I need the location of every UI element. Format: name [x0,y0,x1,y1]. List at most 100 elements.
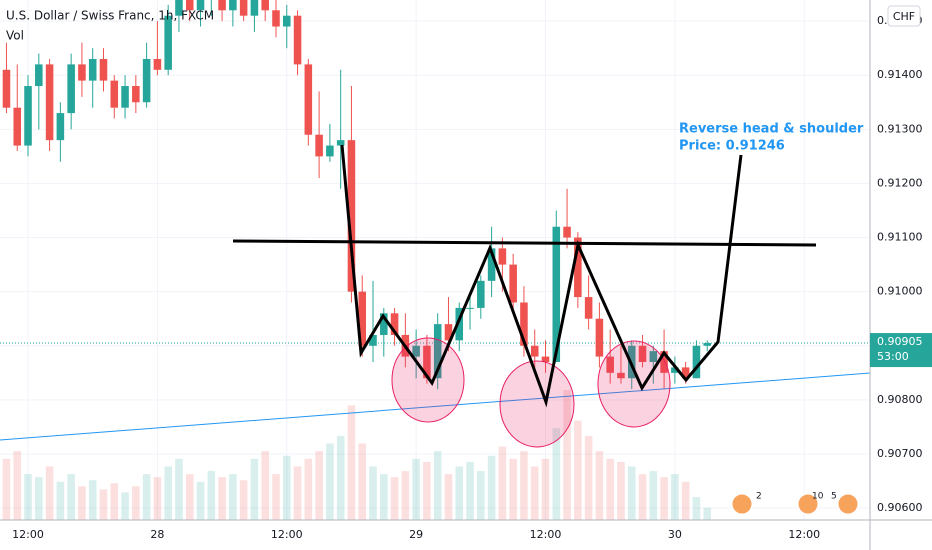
candle-body [487,248,496,281]
volume-bar [132,486,140,520]
candle-body [541,356,550,362]
candle-body [142,58,151,103]
volume-bar [595,451,604,520]
volume-bar [509,458,517,520]
volume-bar [261,451,269,520]
volume-bar [487,455,496,520]
volume-bar [541,458,550,520]
volume-bar [649,471,658,520]
volume-bar [56,481,65,520]
volume-bar [692,497,701,520]
volume-bar [606,458,614,520]
volume-bar [45,466,54,520]
currency-button[interactable] [887,5,921,27]
candle-body [412,345,420,357]
volume-label: Vol [6,29,24,43]
event-count: 10 [812,492,824,502]
candle-body [250,0,259,16]
volume-bar [401,471,410,520]
y-tick-label: 0.91300 [877,122,923,135]
candle-body [347,140,356,292]
head-circle [499,360,575,448]
candle-body [218,0,226,11]
candle-body [530,345,539,357]
grid [0,0,870,520]
candle-body [649,351,658,362]
event-count: 5 [831,492,837,502]
volume-bar [110,483,119,520]
volume-bar [423,461,431,520]
volume-bar [660,477,668,520]
candle-body [660,351,668,373]
volume-bar [142,474,151,520]
event-icon[interactable] [837,493,859,515]
neckline [232,239,817,247]
candle-body [239,0,248,16]
volume-bar [671,474,679,520]
volume-bar [347,405,356,520]
volume-bar [229,474,237,520]
candle-body [229,0,237,11]
candle-body [681,367,690,379]
x-tick-label: 12:00 [788,528,820,541]
volume-bar [336,435,345,520]
volume-bar [88,480,97,520]
volume-bar [207,471,216,520]
volume-bar [164,466,172,520]
x-tick-label: 28 [150,528,164,541]
candle-body [2,69,11,108]
candle-body [56,113,65,141]
volume-bar [530,466,539,520]
candle-body [261,0,269,11]
candle-body [455,307,464,341]
candle-body [35,64,43,87]
candle-body [185,0,194,11]
candle-body [67,64,75,114]
candle-body [121,86,129,108]
volume-bar [99,489,108,520]
volume-bar [455,466,464,520]
volume-bar [293,466,302,520]
volume-bar [239,480,248,520]
candle-body [703,343,711,346]
candle-layer [2,0,711,390]
candle-body [498,248,507,265]
volume-bar [498,446,507,520]
chart-title: U.S. Dollar / Swiss Franc, 1h, FXCM [6,9,214,23]
currency[interactable]: CHF [893,10,915,23]
y-tick-label: 0.90700 [877,447,923,460]
candle-body [315,134,323,157]
candle-body [606,356,614,373]
event-icon[interactable] [797,493,819,515]
volume-bar [433,451,442,520]
volume-layer [2,390,711,520]
volume-bar [196,481,205,520]
last-price-label: 0.90905 [877,335,923,348]
volume-bar [24,474,32,520]
candle-body [638,345,647,362]
candle-body [304,64,313,135]
candle-body [45,64,54,141]
candle-body [88,58,97,81]
volume-bar [369,466,377,520]
volume-bar [121,492,129,520]
volume-bar [35,477,43,520]
volume-bar [703,507,711,520]
candle-body [164,15,172,70]
candle-body [336,140,345,146]
x-tick-label: 12:00 [12,528,44,541]
volume-bar [584,435,593,520]
x-tick-label: 12:00 [530,528,562,541]
volume-bar [326,443,334,520]
x-tick-label: 12:00 [271,528,303,541]
volume-bar [250,458,259,520]
y-tick-label: 0.91200 [877,176,923,189]
event-icon[interactable] [731,493,753,515]
volume-bar [412,458,420,520]
candle-body [380,313,388,335]
candle-body [13,107,22,146]
candle-body [617,372,625,379]
candle-body [390,313,399,335]
y-tick-label: 0.91000 [877,285,923,298]
volume-bar [67,474,75,520]
